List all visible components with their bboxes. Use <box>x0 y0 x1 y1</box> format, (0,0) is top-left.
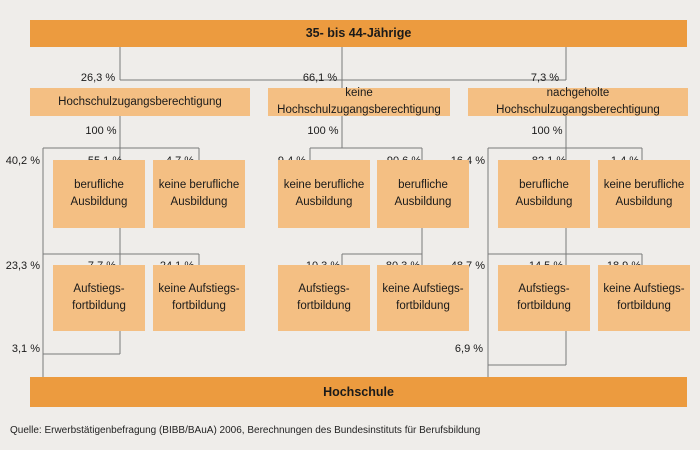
group-2-ausbildung-label: berufliche Ausbildung <box>394 179 452 208</box>
group-1-keine-ausbildung-box: keine berufliche Ausbildung <box>153 160 245 228</box>
age-group-label: 35- bis 44-Jährige <box>305 26 412 40</box>
group-3-after-fortbildung-hochschule: 6,9 % <box>454 343 484 355</box>
group-2-share: 66,1 % <box>302 72 338 84</box>
group-1-fortbildung-label: Aufstiegs- fortbildung <box>72 283 126 312</box>
group-1-after-ausbildung-hochschule: 23,3 % <box>5 260 40 272</box>
group-1-keine-fortbildung-label: keine Aufstiegs- fortbildung <box>158 283 240 312</box>
group-2-keine-ausbildung-box: keine berufliche Ausbildung <box>278 160 370 228</box>
group-3-ausbildung-box: berufliche Ausbildung <box>498 160 590 228</box>
group-3-keine-fortbildung-box: keine Aufstiegs- fortbildung <box>598 265 690 331</box>
group-3-share: 7,3 % <box>530 72 560 84</box>
hochschule-label: Hochschule <box>323 384 394 399</box>
group-3-label: nachgeholte Hochschulzugangsberechtigung <box>496 87 660 116</box>
group-2-box: keine Hochschulzugangsberechtigung <box>268 87 450 116</box>
hochschule-box: Hochschule <box>30 377 687 407</box>
group-3-all: 100 % <box>531 125 563 137</box>
group-2-fortbildung-label: Aufstiegs- fortbildung <box>297 283 351 312</box>
group-2-ausbildung-box: berufliche Ausbildung <box>377 160 469 228</box>
group-1-share: 26,3 % <box>80 72 116 84</box>
age-group-box: 35- bis 44-Jährige <box>30 20 687 47</box>
group-1-box: Hochschulzugangsberechtigung <box>30 88 250 116</box>
group-1-ausbildung-label: berufliche Ausbildung <box>70 179 128 208</box>
source-note: Quelle: Erwerbstätigenbefragung (BIBB/BA… <box>10 425 481 436</box>
group-3-keine-ausbildung-box: keine berufliche Ausbildung <box>598 160 690 228</box>
group-1-direct-hochschule: 40,2 % <box>5 155 40 167</box>
group-1-label: Hochschulzugangsberechtigung <box>58 95 222 108</box>
group-2-all: 100 % <box>307 125 339 137</box>
group-1-fortbildung-box: Aufstiegs- fortbildung <box>53 265 145 331</box>
group-2-keine-fortbildung-box: keine Aufstiegs- fortbildung <box>377 265 469 331</box>
group-2-label: keine Hochschulzugangsberechtigung <box>277 87 441 116</box>
group-3-box: nachgeholte Hochschulzugangsberechtigung <box>468 87 688 116</box>
connector-g2 <box>309 116 423 265</box>
group-1-keine-ausbildung-label: keine berufliche Ausbildung <box>158 179 240 208</box>
connector-g3 <box>487 116 643 377</box>
group-1-after-fortbildung-hochschule: 3,1 % <box>11 343 40 355</box>
connector-top-branch <box>119 47 567 81</box>
group-2-keine-ausbildung-label: keine berufliche Ausbildung <box>283 179 365 208</box>
connector-g1 <box>42 116 200 377</box>
group-3-ausbildung-label: berufliche Ausbildung <box>515 179 573 208</box>
group-2-keine-fortbildung-label: keine Aufstiegs- fortbildung <box>382 283 464 312</box>
group-3-keine-ausbildung-label: keine berufliche Ausbildung <box>603 179 685 208</box>
group-3-keine-fortbildung-label: keine Aufstiegs- fortbildung <box>603 283 685 312</box>
group-1-all: 100 % <box>85 125 117 137</box>
group-2-fortbildung-box: Aufstiegs- fortbildung <box>278 265 370 331</box>
group-3-fortbildung-label: Aufstiegs- fortbildung <box>517 283 571 312</box>
group-1-ausbildung-box: berufliche Ausbildung <box>53 160 145 228</box>
group-3-fortbildung-box: Aufstiegs- fortbildung <box>498 265 590 331</box>
group-1-keine-fortbildung-box: keine Aufstiegs- fortbildung <box>153 265 245 331</box>
